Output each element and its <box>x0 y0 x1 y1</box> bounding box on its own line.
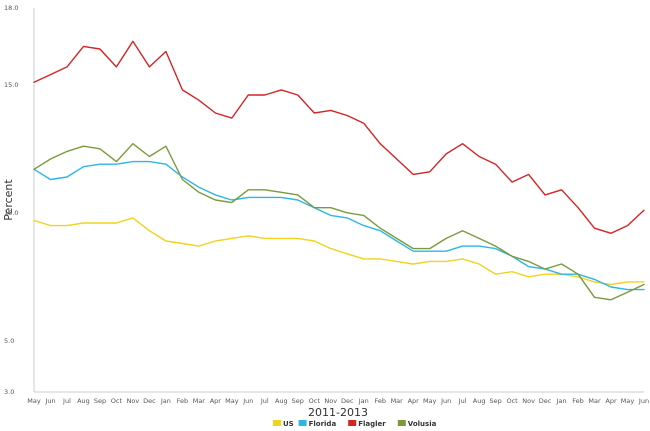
x-tick-label: Aug <box>473 397 486 405</box>
x-tick-label: Oct <box>111 397 123 405</box>
y-tick-label: 18.0 <box>4 4 18 12</box>
legend-label: Florida <box>309 420 337 428</box>
x-tick-label: Dec <box>539 397 552 405</box>
x-tick-label: Apr <box>210 397 222 405</box>
x-tick-label: Mar <box>391 397 404 405</box>
x-tick-label: Sep <box>292 397 304 405</box>
x-tick-label: Nov <box>522 397 535 405</box>
x-tick-label: Jul <box>458 397 467 405</box>
series-line-florida <box>33 160 645 291</box>
x-tick-label: Oct <box>506 397 518 405</box>
chart-axes <box>33 8 644 393</box>
x-tick-label: Oct <box>309 397 321 405</box>
x-tick-label: May <box>621 397 635 405</box>
legend-swatch <box>397 420 406 426</box>
x-tick-label: Dec <box>143 397 156 405</box>
series-line-us <box>33 217 645 286</box>
series-line-flagler <box>33 40 645 235</box>
x-tick-label: Jul <box>62 397 71 405</box>
x-tick-label: Jun <box>440 397 451 405</box>
y-axis-ticks: 3.0 5.0 10.0 15.0 18.0 <box>4 4 18 396</box>
x-tick-label: Jan <box>160 397 171 405</box>
x-tick-label: May <box>27 397 41 405</box>
x-axis-title: 2011-2013 <box>308 406 368 419</box>
x-tick-label: Nov <box>324 397 337 405</box>
x-tick-label: Jan <box>358 397 369 405</box>
x-tick-label: May <box>225 397 239 405</box>
legend-swatch <box>273 420 281 426</box>
x-tick-label: Mar <box>193 397 206 405</box>
x-tick-label: Jan <box>556 397 567 405</box>
y-tick-label: 5.0 <box>4 337 14 345</box>
x-tick-label: Dec <box>341 397 354 405</box>
y-tick-label: 3.0 <box>4 388 14 396</box>
y-axis-title: Percent <box>2 179 15 221</box>
x-tick-label: Mar <box>588 397 601 405</box>
legend-label: Flagler <box>358 420 386 428</box>
y-tick-label: 15.0 <box>4 81 18 89</box>
x-tick-label: Feb <box>572 397 584 405</box>
x-tick-label: Sep <box>489 397 501 405</box>
x-tick-label: Jul <box>260 397 269 405</box>
x-tick-label: Nov <box>127 397 140 405</box>
legend-swatch <box>348 420 357 426</box>
x-tick-label: Aug <box>77 397 90 405</box>
series-lines <box>33 40 645 301</box>
x-tick-label: Apr <box>605 397 617 405</box>
x-tick-label: Apr <box>408 397 420 405</box>
x-tick-label: Jun <box>242 397 253 405</box>
legend-label: Volusia <box>408 420 437 428</box>
y-tick-label: 10.0 <box>4 209 18 217</box>
x-tick-label: Aug <box>275 397 288 405</box>
x-tick-label: Feb <box>177 397 189 405</box>
legend: US Florida Flagler Volusia <box>273 420 437 428</box>
x-tick-label: Feb <box>374 397 386 405</box>
x-tick-label: Jun <box>638 397 649 405</box>
x-axis-ticks: May Jun Jul Aug Sep Oct Nov Dec Jan Feb Mar Apr May J… <box>27 397 649 405</box>
series-line-volusia <box>33 142 645 301</box>
x-tick-label: May <box>423 397 437 405</box>
x-tick-label: Jun <box>44 397 55 405</box>
x-tick-label: Sep <box>94 397 106 405</box>
legend-label: US <box>283 420 294 428</box>
legend-swatch <box>298 420 307 426</box>
